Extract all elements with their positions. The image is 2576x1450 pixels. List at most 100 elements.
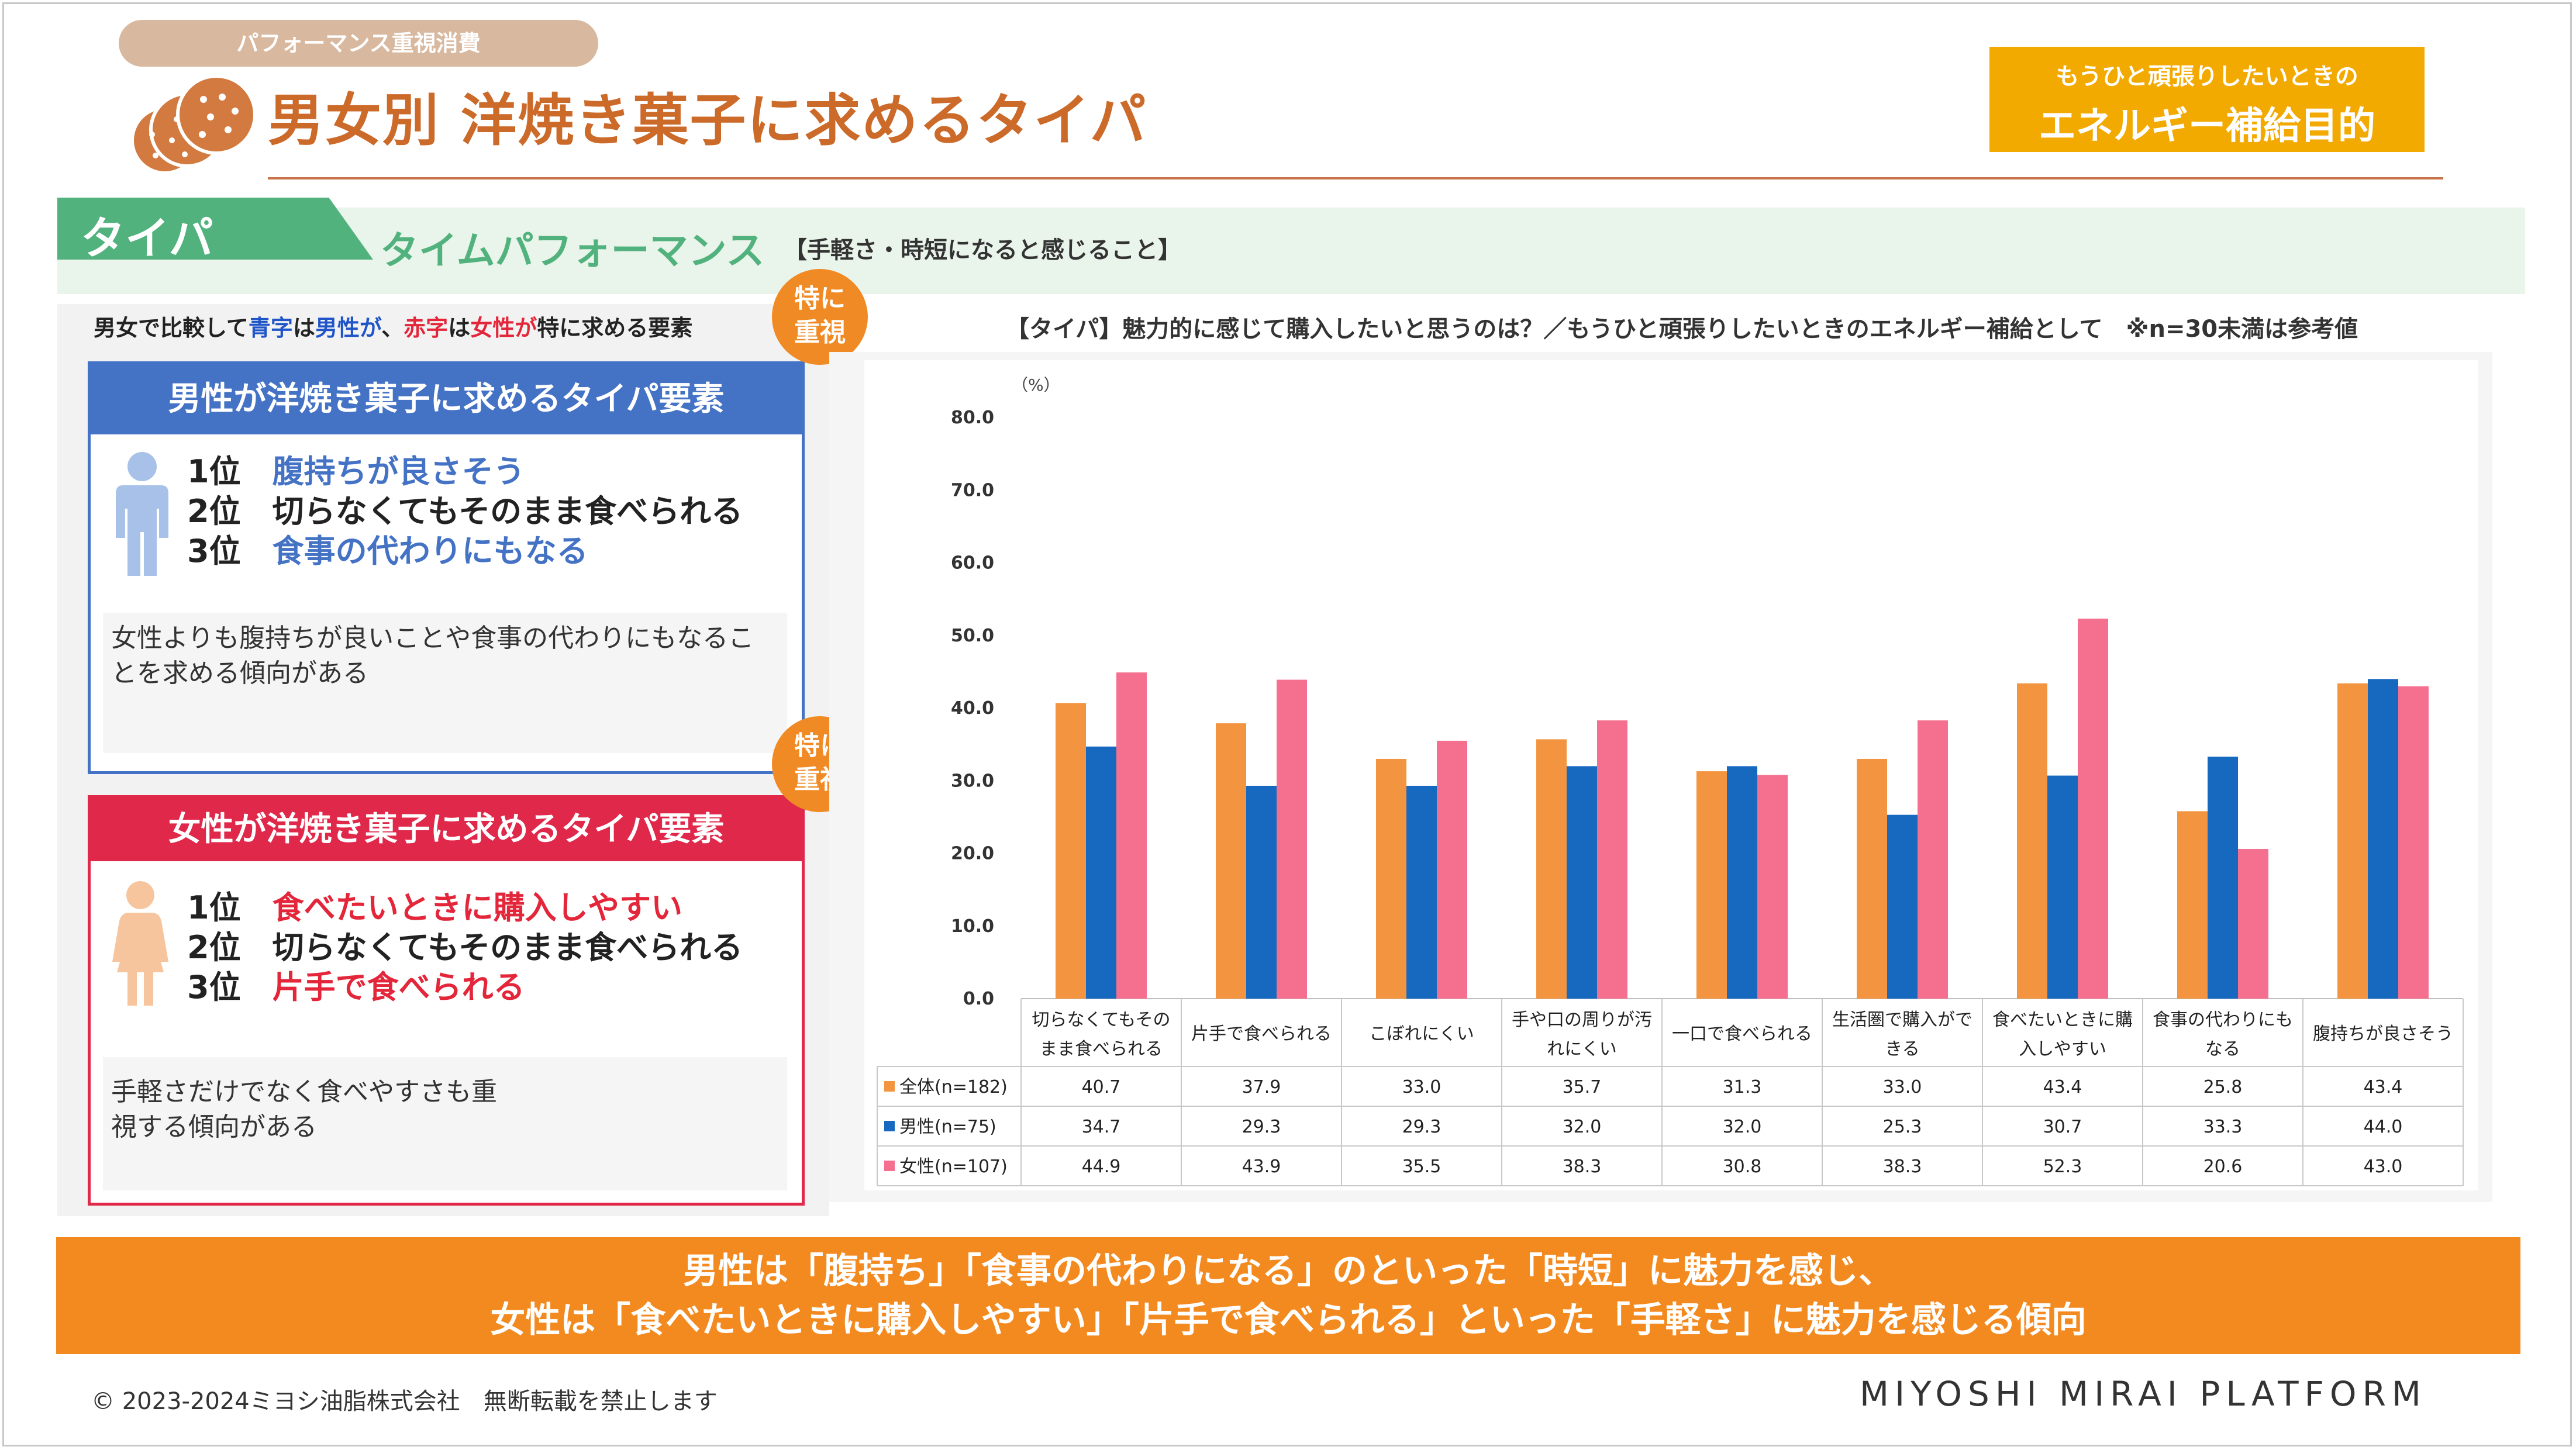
y-tick-label: 10.0 bbox=[951, 916, 994, 937]
conclusion-band: 男性は「腹持ち」「食事の代わりになる」のといった「時短」に魅力を感じ、 女性は「… bbox=[56, 1237, 2520, 1354]
table-value: 32.0 bbox=[1723, 1117, 1762, 1137]
bar-male bbox=[1246, 785, 1277, 999]
compare-note-p5: 特に求める要素 bbox=[537, 315, 693, 341]
table-value: 29.3 bbox=[1242, 1117, 1281, 1137]
male-rank-1-text: 腹持ちが良さそう bbox=[272, 453, 525, 490]
energy-badge-line1: もうひと頑張りしたいときの bbox=[2056, 63, 2358, 90]
x-category-label: れにくい bbox=[1547, 1039, 1616, 1059]
y-tick-label: 40.0 bbox=[951, 698, 994, 719]
bar-total bbox=[1696, 771, 1727, 999]
table-value: 33.3 bbox=[2203, 1117, 2243, 1137]
bar-total bbox=[2337, 683, 2368, 999]
female-person-icon bbox=[112, 881, 168, 1006]
category-pill: パフォーマンス重視消費 bbox=[119, 20, 598, 67]
legend-swatch bbox=[884, 1081, 895, 1092]
bar-total bbox=[1216, 723, 1246, 999]
legend-swatch bbox=[884, 1121, 895, 1131]
female-rank-3-num: 3位 bbox=[187, 969, 241, 1006]
table-value: 30.8 bbox=[1723, 1156, 1762, 1177]
male-panel-heading: 男性が洋焼き菓子に求めるタイパ要素 bbox=[91, 364, 802, 434]
table-value: 43.4 bbox=[2043, 1077, 2082, 1097]
male-note: 女性よりも腹持ちが良いことや食事の代わりにもなることを求める傾向がある bbox=[103, 613, 787, 753]
female-rank-2-text: 切らなくてもそのまま食べられる bbox=[272, 929, 743, 966]
table-value: 40.7 bbox=[1082, 1077, 1121, 1097]
male-rank-3: 3位 食事の代わりにもなる bbox=[187, 525, 588, 571]
female-rank-2: 2位 切らなくてもそのまま食べられる bbox=[187, 921, 743, 968]
energy-badge: もうひと頑張りしたいときの エネルギー補給目的 bbox=[1989, 47, 2425, 152]
table-value: 52.3 bbox=[2043, 1156, 2082, 1177]
page-title: 男女別 洋焼き菓子に求めるタイパ bbox=[268, 88, 1147, 153]
bar-male bbox=[2208, 757, 2238, 999]
compare-note: 男女で比較して青字は男性が、赤字は女性が特に求める要素 bbox=[94, 310, 692, 342]
male-rank-2-text: 切らなくてもそのまま食べられる bbox=[272, 493, 743, 530]
bar-female bbox=[1597, 720, 1627, 999]
chart-caption: 【タイパ】魅力的に感じて購入したいと思うのは？／もうひと頑張りしたいときのエネル… bbox=[1006, 316, 2358, 343]
female-rank-1-num: 1位 bbox=[187, 889, 241, 926]
bar-male bbox=[1887, 814, 1918, 999]
table-value: 33.0 bbox=[1883, 1077, 1922, 1097]
compare-note-p2: は bbox=[292, 315, 315, 341]
bar-total bbox=[2017, 683, 2047, 999]
bar-female bbox=[1918, 720, 1948, 999]
y-tick-label: 30.0 bbox=[951, 771, 994, 791]
table-value: 44.0 bbox=[2364, 1117, 2403, 1137]
table-value: 30.7 bbox=[2043, 1117, 2082, 1137]
female-rank-3: 3位 片手で食べられる bbox=[187, 961, 525, 1007]
female-rank-2-num: 2位 bbox=[187, 929, 241, 966]
x-category-label: 腹持ちが良さそう bbox=[2313, 1024, 2453, 1044]
conclusion-line1: 男性は「腹持ち」「食事の代わりになる」のといった「時短」に魅力を感じ、 bbox=[683, 1251, 1894, 1292]
table-value: 32.0 bbox=[1563, 1117, 1602, 1137]
table-value: 43.4 bbox=[2364, 1077, 2403, 1097]
legend-label: 男性(n=75) bbox=[899, 1117, 996, 1137]
section-band bbox=[57, 208, 2525, 294]
cookie-icon bbox=[130, 76, 257, 175]
bar-female bbox=[2398, 686, 2429, 999]
table-value: 37.9 bbox=[1242, 1077, 1281, 1097]
table-value: 44.9 bbox=[1082, 1156, 1121, 1177]
male-rank-3-num: 3位 bbox=[187, 533, 241, 569]
table-value: 38.3 bbox=[1563, 1156, 1602, 1177]
y-tick-label: 20.0 bbox=[951, 844, 994, 864]
compare-note-male-word: 男性が bbox=[315, 315, 382, 341]
male-rank-2: 2位 切らなくてもそのまま食べられる bbox=[187, 485, 743, 531]
bar-male bbox=[1406, 785, 1437, 999]
legend-swatch bbox=[884, 1161, 895, 1171]
y-tick-label: 50.0 bbox=[951, 626, 994, 646]
title-divider bbox=[268, 177, 2443, 179]
table-value: 43.9 bbox=[1242, 1156, 1281, 1177]
compare-note-p4: は bbox=[448, 315, 471, 341]
x-category-label: 切らなくてもその bbox=[1032, 1010, 1171, 1030]
section-subtitle: 【手軽さ・時短になると感じること】 bbox=[784, 237, 1181, 264]
male-person-icon bbox=[116, 452, 168, 576]
compare-note-p3: 、 bbox=[381, 315, 404, 341]
male-rank-3-text: 食事の代わりにもなる bbox=[272, 533, 588, 569]
x-category-label: きる bbox=[1885, 1039, 1919, 1059]
male-rank-1-num: 1位 bbox=[187, 453, 241, 490]
brand-logo-text: MIYOSHI MIRAI PLATFORM bbox=[1860, 1374, 2427, 1414]
section-title: タイムパフォーマンス bbox=[380, 228, 765, 273]
x-category-label: なる bbox=[2205, 1039, 2240, 1059]
y-tick-label: 80.0 bbox=[951, 408, 994, 428]
female-rank-3-text: 片手で食べられる bbox=[272, 969, 525, 1006]
female-rank-1: 1位 食べたいときに購入しやすい bbox=[187, 882, 682, 928]
x-category-label: 一口で食べられる bbox=[1672, 1024, 1812, 1044]
table-value: 25.8 bbox=[2203, 1077, 2243, 1097]
bar-female bbox=[1757, 775, 1788, 999]
male-rank-2-num: 2位 bbox=[187, 493, 241, 530]
female-note-line2: 視する傾向がある bbox=[111, 1112, 317, 1142]
table-value: 29.3 bbox=[1402, 1117, 1442, 1137]
conclusion-line2: 女性は「食べたいときに購入しやすい」「片手で食べられる」といった「手軽さ」に魅力… bbox=[490, 1300, 2087, 1341]
female-rank-1-text: 食べたいときに購入しやすい bbox=[272, 889, 683, 926]
focus-bubble-male-line2: 重視 bbox=[794, 317, 846, 347]
y-unit-label: （%） bbox=[1012, 375, 1060, 395]
table-value: 31.3 bbox=[1723, 1077, 1762, 1097]
table-value: 35.5 bbox=[1402, 1156, 1442, 1177]
energy-badge-line2: エネルギー補給目的 bbox=[2039, 105, 2375, 148]
x-category-label: 食事の代わりにも bbox=[2153, 1010, 2293, 1030]
bar-male bbox=[2368, 679, 2398, 999]
male-rank-1: 1位 腹持ちが良さそう bbox=[187, 446, 525, 492]
female-note: 手軽さだけでなく食べやすさも重 視する傾向がある bbox=[103, 1057, 787, 1190]
bar-total bbox=[1536, 739, 1567, 999]
legend-label: 女性(n=107) bbox=[899, 1156, 1008, 1177]
bar-female bbox=[2238, 849, 2268, 999]
